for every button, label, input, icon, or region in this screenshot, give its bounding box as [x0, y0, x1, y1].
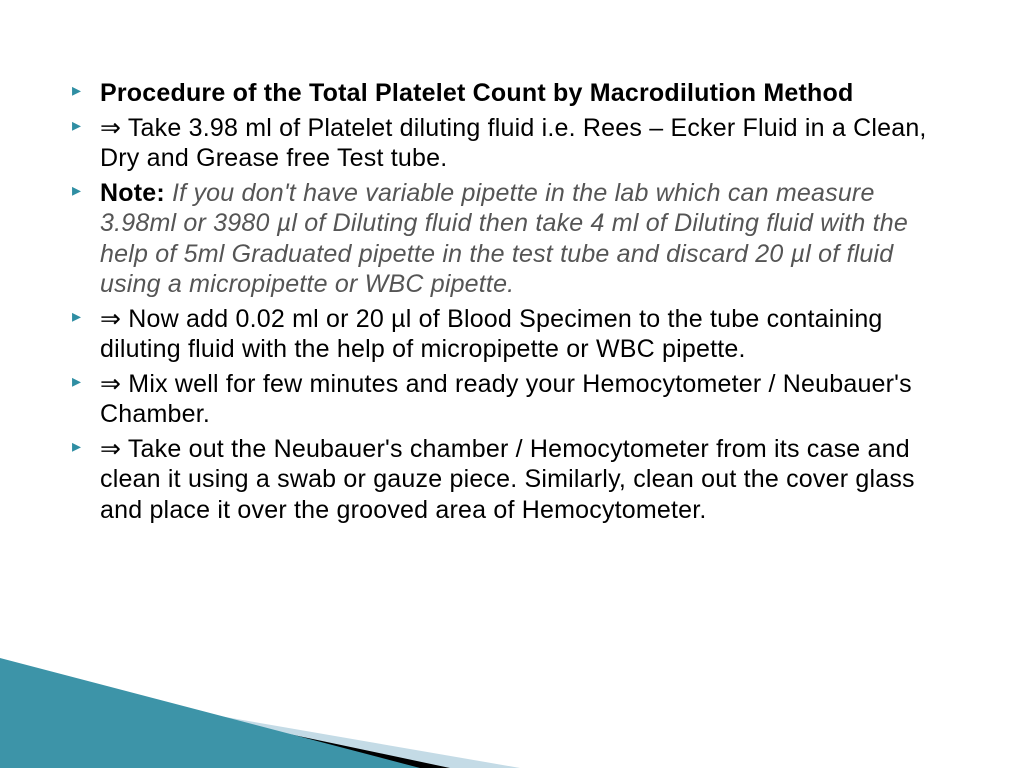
bullet-step-1: ⇒ Take 3.98 ml of Platelet diluting flui… — [72, 113, 954, 174]
slide: Procedure of the Total Platelet Count by… — [0, 0, 1024, 768]
bullet-step-4: ⇒ Take out the Neubauer's chamber / Hemo… — [72, 434, 954, 526]
step-text: ⇒ Take out the Neubauer's chamber / Hemo… — [100, 435, 915, 524]
bullet-step-3: ⇒ Mix well for few minutes and ready you… — [72, 369, 954, 430]
note-label: Note — [100, 179, 156, 207]
note-text: If you don't have variable pipette in th… — [100, 179, 908, 299]
step-text: ⇒ Take 3.98 ml of Platelet diluting flui… — [100, 114, 927, 173]
step-text: ⇒ Mix well for few minutes and ready you… — [100, 370, 912, 429]
decorative-wedge-teal — [0, 658, 420, 768]
title-text: Procedure of the Total Platelet Count by… — [100, 79, 853, 107]
bullet-list: Procedure of the Total Platelet Count by… — [72, 78, 954, 525]
bullet-step-2: ⇒ Now add 0.02 ml or 20 µl of Blood Spec… — [72, 304, 954, 365]
slide-body: Procedure of the Total Platelet Count by… — [72, 78, 954, 529]
bullet-title: Procedure of the Total Platelet Count by… — [72, 78, 954, 109]
bullet-note: Note: If you don't have variable pipette… — [72, 178, 954, 300]
step-text: ⇒ Now add 0.02 ml or 20 µl of Blood Spec… — [100, 305, 883, 364]
